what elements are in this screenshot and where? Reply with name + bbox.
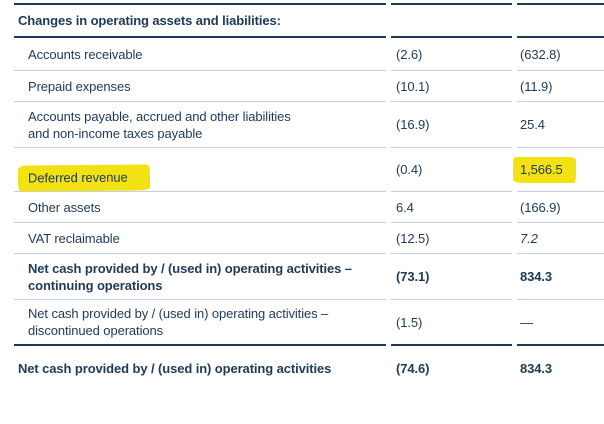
highlight-marker: Deferred revenue bbox=[17, 164, 150, 192]
row-net-cash-discontinued-operations: Net cash provided by / (used in) operati… bbox=[14, 300, 604, 346]
value-col1: 6.4 bbox=[391, 192, 512, 223]
value-col1: (1.5) bbox=[391, 300, 512, 346]
row-net-cash-continuing-operations: Net cash provided by / (used in) operati… bbox=[14, 254, 604, 300]
header-spacer-cell bbox=[517, 3, 604, 38]
row-accounts-payable: Accounts payable, accrued and other liab… bbox=[14, 102, 604, 148]
row-other-assets: Other assets 6.4 (166.9) bbox=[14, 192, 604, 223]
section-header-row: Changes in operating assets and liabilit… bbox=[14, 3, 604, 38]
row-accounts-receivable: Accounts receivable (2.6) (632.8) bbox=[14, 38, 604, 71]
value-col1: (73.1) bbox=[391, 254, 512, 300]
value-col2: 834.3 bbox=[520, 360, 553, 376]
value-col1: (16.9) bbox=[391, 102, 512, 148]
row-label: Net cash provided by / (used in) operati… bbox=[14, 254, 386, 300]
row-label: Accounts receivable bbox=[14, 38, 386, 71]
value-col1: (74.6) bbox=[396, 360, 430, 376]
value-col2: 834.3 bbox=[517, 254, 604, 300]
section-header: Changes in operating assets and liabilit… bbox=[14, 3, 386, 38]
value-col2: (166.9) bbox=[517, 192, 604, 223]
value-col1: (2.6) bbox=[391, 38, 512, 71]
row-vat-reclaimable: VAT reclaimable (12.5) 7.2 bbox=[14, 223, 604, 254]
value-col2: 25.4 bbox=[517, 102, 604, 148]
row-label: Other assets bbox=[14, 192, 386, 223]
value-col1: (12.5) bbox=[391, 223, 512, 254]
row-label: Net cash provided by / (used in) operati… bbox=[18, 360, 332, 376]
row-deferred-revenue: Deferred revenue (0.4) 1,566.5 bbox=[14, 148, 604, 192]
row-label: VAT reclaimable bbox=[14, 223, 386, 254]
value-col1: (10.1) bbox=[391, 71, 512, 102]
row-label: Prepaid expenses bbox=[14, 71, 386, 102]
value-col2: 1,566.5 bbox=[513, 148, 604, 192]
row-net-cash-total: Net cash provided by / (used in) operati… bbox=[14, 346, 604, 390]
row-label: Accounts payable, accrued and other liab… bbox=[14, 102, 386, 148]
row-label: Net cash provided by / (used in) operati… bbox=[14, 300, 386, 346]
value-col2: 7.2 bbox=[517, 223, 604, 254]
value-col2: (632.8) bbox=[517, 38, 604, 71]
value-col1: (0.4) bbox=[391, 148, 512, 192]
row-prepaid-expenses: Prepaid expenses (10.1) (11.9) bbox=[14, 71, 604, 102]
value-col2: — bbox=[517, 300, 604, 346]
value-col2: (11.9) bbox=[517, 71, 604, 102]
header-spacer-cell bbox=[391, 3, 512, 38]
operating-assets-liabilities-table: Changes in operating assets and liabilit… bbox=[9, 3, 604, 390]
highlight-marker: 1,566.5 bbox=[513, 156, 576, 183]
row-label: Deferred revenue bbox=[14, 148, 386, 192]
